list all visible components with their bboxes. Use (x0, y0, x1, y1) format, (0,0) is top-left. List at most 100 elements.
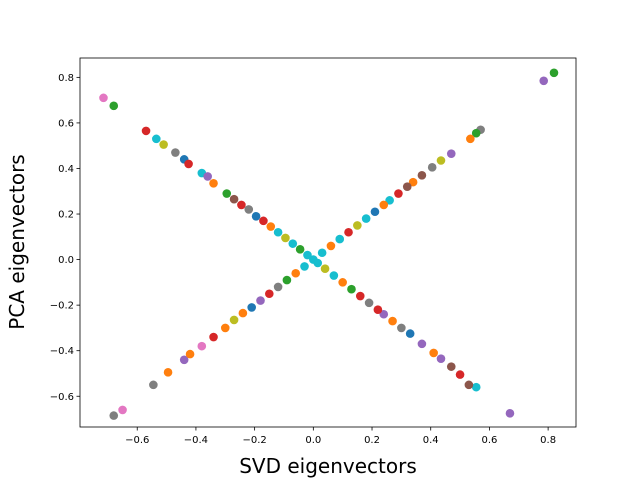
data-point (184, 159, 193, 169)
x-tick-label: −0.6 (125, 435, 149, 446)
plot-frame (79, 57, 577, 428)
data-point (335, 234, 345, 244)
data-point (179, 355, 189, 365)
data-point (347, 284, 356, 294)
data-point (549, 68, 559, 78)
data-point (466, 134, 475, 144)
data-point (427, 163, 437, 172)
data-point (288, 239, 298, 248)
points-layer (99, 68, 559, 420)
y-tick-label: 0.6 (58, 118, 74, 129)
data-point (326, 241, 336, 251)
data-point (197, 341, 207, 351)
data-point (455, 370, 465, 379)
x-tick-label: 0.2 (364, 435, 380, 446)
data-point (159, 140, 168, 149)
data-point (99, 93, 108, 103)
data-point (408, 177, 418, 187)
data-point (385, 196, 394, 205)
x-axis-label: SVD eigenvectors (239, 454, 417, 478)
data-point (237, 200, 246, 210)
x-axis-ticks: −0.6 −0.4 −0.2 0.0 0.2 0.4 0.6 0.8 (125, 427, 556, 446)
data-point (446, 362, 456, 371)
data-point (291, 268, 301, 278)
data-point (203, 172, 212, 181)
data-point (282, 275, 292, 285)
data-point (266, 222, 276, 231)
data-point (118, 405, 127, 415)
data-point (373, 305, 383, 314)
data-point (417, 171, 427, 180)
data-point (379, 309, 389, 319)
data-point (436, 156, 446, 165)
data-point (251, 212, 261, 221)
data-point (417, 339, 427, 349)
y-tick-label: 0.4 (58, 164, 74, 175)
data-point (273, 227, 283, 237)
data-point (209, 178, 218, 188)
data-point (185, 349, 195, 359)
data-point (471, 128, 481, 138)
data-point (394, 189, 403, 198)
data-point (295, 245, 305, 254)
data-point (505, 409, 515, 418)
data-point (152, 134, 161, 144)
data-point (303, 250, 312, 260)
data-point (429, 348, 438, 358)
x-tick-label: 0.6 (481, 435, 497, 446)
data-point (364, 298, 374, 308)
data-point (229, 194, 239, 204)
data-point (209, 332, 218, 342)
x-tick-label: 0.0 (305, 435, 321, 446)
data-point (361, 214, 371, 223)
y-tick-label: 0.8 (58, 73, 74, 84)
y-tick-label: −0.2 (50, 301, 74, 312)
data-point (247, 303, 256, 312)
data-point (265, 289, 274, 299)
data-point (281, 233, 290, 243)
data-point (229, 315, 239, 325)
data-point (320, 264, 330, 273)
data-point (259, 216, 268, 226)
data-point (446, 149, 456, 158)
data-point (238, 308, 248, 318)
data-point (353, 221, 362, 230)
data-point (471, 382, 481, 392)
data-point (273, 282, 283, 292)
data-point (397, 323, 406, 333)
data-point (464, 380, 474, 390)
data-point (313, 258, 323, 268)
data-point (436, 354, 446, 363)
data-point (141, 126, 151, 136)
data-point (109, 101, 119, 111)
y-tick-label: −0.4 (50, 346, 74, 357)
data-point (222, 189, 232, 198)
data-point (344, 227, 353, 237)
data-point (405, 329, 415, 338)
y-tick-label: 0.2 (58, 210, 74, 221)
data-point (171, 148, 180, 157)
x-tick-label: 0.8 (540, 435, 556, 446)
data-point (338, 278, 347, 287)
data-point (244, 205, 254, 214)
data-point (370, 207, 380, 217)
data-point (317, 248, 327, 258)
data-point (300, 262, 309, 271)
data-point (329, 271, 339, 280)
data-point (539, 76, 549, 86)
x-tick-label: −0.4 (184, 435, 208, 446)
x-tick-label: 0.4 (423, 435, 439, 446)
data-point (402, 182, 412, 191)
data-point (379, 200, 389, 210)
y-axis-label: PCA eigenvectors (5, 154, 29, 329)
data-point (388, 316, 397, 326)
y-axis-ticks: −0.6 −0.4 −0.2 0.0 0.2 0.4 0.6 0.8 (50, 73, 80, 403)
data-point (355, 291, 365, 301)
data-point (109, 411, 119, 420)
y-tick-label: −0.6 (50, 392, 74, 403)
data-point (256, 296, 265, 305)
data-point (220, 323, 230, 333)
x-tick-label: −0.2 (242, 435, 266, 446)
